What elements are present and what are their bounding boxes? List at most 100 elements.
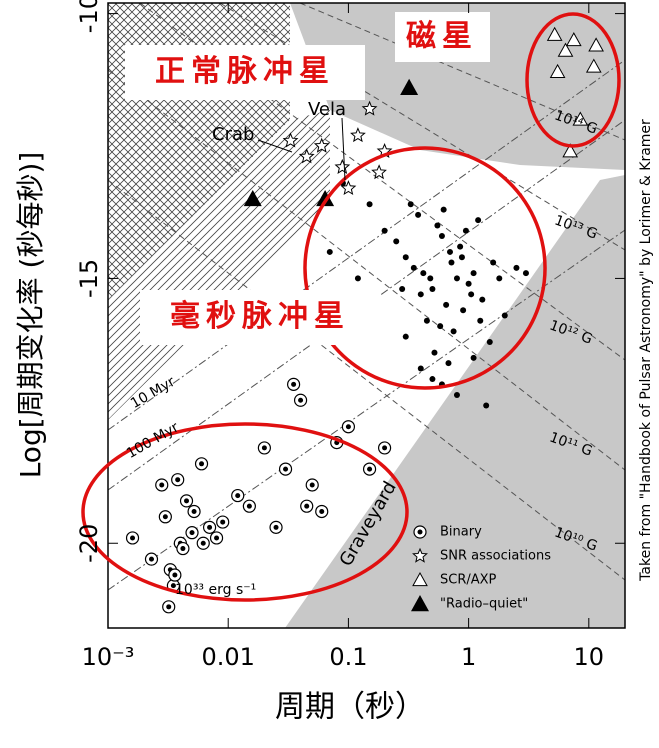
legend-label: SNR associations xyxy=(440,549,551,564)
point xyxy=(437,323,444,330)
point xyxy=(557,42,574,57)
point xyxy=(462,227,469,234)
point xyxy=(300,499,314,513)
point-dot xyxy=(184,498,190,504)
point xyxy=(588,37,604,52)
point xyxy=(381,227,388,234)
point-dot xyxy=(345,424,351,430)
point xyxy=(209,531,224,545)
label-box xyxy=(395,12,490,62)
legend-label: Binary xyxy=(440,525,482,540)
point xyxy=(513,264,520,271)
point-dot xyxy=(319,508,325,514)
point xyxy=(483,402,490,409)
point xyxy=(350,127,366,143)
point xyxy=(470,270,477,277)
point-dot xyxy=(283,466,289,472)
marks xyxy=(125,26,604,614)
point-dot xyxy=(298,397,304,403)
plot-frame xyxy=(107,2,626,629)
point-dot xyxy=(214,535,220,541)
point-dot xyxy=(309,482,315,488)
point xyxy=(194,457,209,471)
x-tick-label: 0.01 xyxy=(201,643,254,671)
x-tick-label: 1 xyxy=(461,643,476,671)
point xyxy=(431,349,438,356)
point xyxy=(410,264,417,271)
point xyxy=(496,275,503,282)
legend-marker xyxy=(413,525,427,539)
point xyxy=(443,301,450,308)
point xyxy=(176,541,190,556)
point xyxy=(393,238,400,245)
point xyxy=(315,504,329,519)
point xyxy=(216,515,230,529)
point-dot xyxy=(172,572,178,578)
point xyxy=(144,552,159,566)
point xyxy=(470,354,477,361)
point xyxy=(458,254,465,261)
point xyxy=(334,158,351,174)
point xyxy=(326,248,333,255)
point xyxy=(438,233,445,240)
point xyxy=(549,63,566,78)
annotation: 10³³ erg s⁻¹ xyxy=(175,582,256,598)
point xyxy=(313,137,330,153)
point xyxy=(407,201,414,208)
point xyxy=(202,520,217,534)
point xyxy=(179,494,194,508)
point xyxy=(420,270,427,277)
point xyxy=(585,58,602,73)
label-box xyxy=(125,45,365,100)
region-label: 磁星 xyxy=(406,19,478,54)
legend-marker xyxy=(412,571,428,587)
point xyxy=(434,222,441,229)
point xyxy=(287,377,301,391)
point xyxy=(572,111,589,126)
point xyxy=(468,291,475,298)
annotation-arrow xyxy=(257,139,293,153)
annotation: Crab xyxy=(212,124,254,145)
point xyxy=(565,32,582,47)
point-dot xyxy=(170,583,176,589)
y-tick-label: -10 xyxy=(75,0,103,33)
point-dot xyxy=(189,530,195,536)
point xyxy=(429,286,436,293)
point xyxy=(361,100,378,116)
point xyxy=(278,462,293,476)
point xyxy=(257,441,271,455)
point xyxy=(427,275,434,282)
point xyxy=(546,26,563,41)
point xyxy=(155,478,169,492)
point xyxy=(446,248,453,255)
point-dot xyxy=(235,493,241,499)
point xyxy=(429,376,436,383)
point-dot xyxy=(304,503,310,509)
point xyxy=(423,317,430,324)
point xyxy=(440,206,447,213)
point xyxy=(242,499,256,513)
point xyxy=(450,328,457,335)
point xyxy=(457,243,464,250)
x-tick-label: 10 xyxy=(574,643,605,671)
point xyxy=(362,462,377,476)
point xyxy=(475,217,482,224)
point-dot xyxy=(199,461,205,467)
point-dot xyxy=(200,540,206,546)
y-axis-label: Log[周期变化率 (秒每秒)] xyxy=(14,152,47,479)
point xyxy=(562,143,579,158)
annotation: Vela xyxy=(308,99,346,120)
point xyxy=(445,360,452,367)
point xyxy=(400,78,419,95)
point-dot xyxy=(367,466,373,472)
point-dot xyxy=(175,477,181,483)
point xyxy=(448,259,455,266)
point xyxy=(522,270,529,277)
label-box xyxy=(140,290,380,345)
point-dot xyxy=(291,381,297,387)
point xyxy=(282,132,299,148)
point-dot xyxy=(159,482,165,488)
point-dot xyxy=(382,445,388,451)
point xyxy=(377,441,392,455)
point-dot xyxy=(148,556,154,562)
